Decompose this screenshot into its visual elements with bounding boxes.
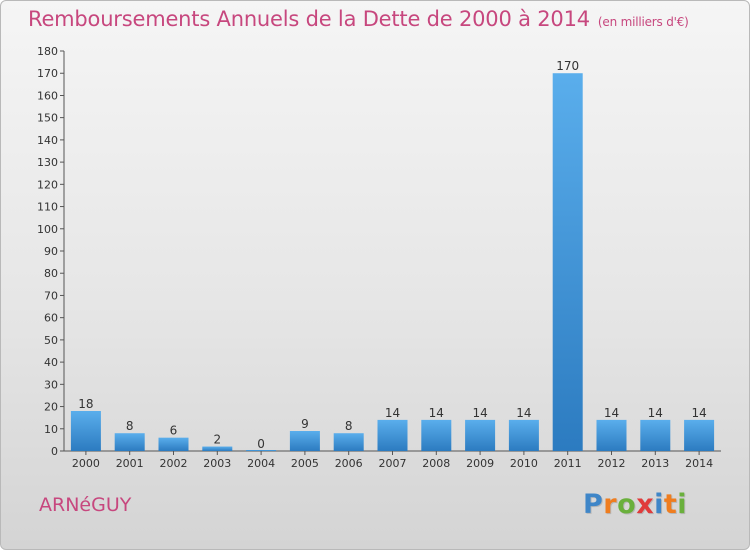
x-tick-label: 2012: [598, 457, 626, 470]
data-label: 0: [257, 437, 265, 451]
y-tick-label: 10: [44, 423, 58, 436]
x-tick-label: 2002: [160, 457, 188, 470]
bar: [114, 433, 145, 451]
data-label: 8: [345, 419, 353, 433]
logo-letter: i: [654, 489, 664, 520]
bar: [202, 446, 233, 451]
logo-letter: t: [663, 489, 678, 520]
chart-title-text: Remboursements Annuels de la Dette de 20…: [28, 7, 590, 31]
x-tick-label: 2000: [72, 457, 100, 470]
bar: [508, 419, 539, 451]
x-tick-label: 2003: [203, 457, 231, 470]
data-label: 2: [213, 433, 221, 447]
y-tick-label: 160: [37, 89, 58, 102]
bar: [70, 411, 101, 451]
x-tick-label: 2005: [291, 457, 319, 470]
data-label: 14: [604, 406, 619, 420]
x-tick-label: 2004: [247, 457, 275, 470]
data-label: 170: [556, 59, 579, 73]
y-tick-label: 150: [37, 112, 58, 125]
data-label: 14: [385, 406, 400, 420]
bar: [246, 450, 277, 451]
x-tick-label: 2001: [116, 457, 144, 470]
x-tick-label: 2006: [335, 457, 363, 470]
data-label: 14: [516, 406, 531, 420]
chart-subtitle: (en milliers d'€): [597, 15, 689, 29]
data-label: 6: [170, 424, 178, 438]
x-tick-label: 2007: [379, 457, 407, 470]
y-tick-label: 180: [37, 45, 58, 58]
chart-title: Remboursements Annuels de la Dette de 20…: [28, 7, 689, 31]
bar: [640, 419, 671, 451]
bar: [596, 419, 627, 451]
data-label: 8: [126, 419, 134, 433]
commune-name: ARNéGUY: [39, 494, 132, 516]
y-tick-label: 140: [37, 134, 58, 147]
bar: [552, 73, 583, 451]
bar: [289, 431, 320, 451]
logo-letter: x: [636, 489, 655, 520]
data-label: 14: [691, 406, 706, 420]
x-tick-label: 2009: [466, 457, 494, 470]
bar: [377, 419, 408, 451]
x-tick-label: 2014: [685, 457, 713, 470]
y-tick-label: 80: [44, 267, 58, 280]
logo-letter: P: [583, 489, 604, 520]
bar: [333, 433, 364, 451]
y-tick-label: 110: [37, 201, 58, 214]
bar: [465, 419, 496, 451]
y-tick-label: 30: [44, 378, 58, 391]
logo-letter: r: [603, 489, 618, 520]
y-tick-label: 70: [44, 289, 58, 302]
bar: [684, 419, 715, 451]
y-tick-label: 60: [44, 312, 58, 325]
y-tick-label: 170: [37, 67, 58, 80]
x-tick-label: 2011: [554, 457, 582, 470]
logo-letter: i: [677, 489, 688, 520]
x-tick-label: 2010: [510, 457, 538, 470]
logo-letter: o: [617, 489, 637, 520]
data-label: 14: [472, 406, 487, 420]
bar: [158, 437, 189, 451]
proxiti-logo: Proxiti: [583, 489, 687, 520]
y-tick-label: 90: [44, 245, 58, 258]
y-tick-label: 20: [44, 401, 58, 414]
data-label: 14: [648, 406, 663, 420]
x-tick-label: 2008: [422, 457, 450, 470]
y-tick-label: 120: [37, 178, 58, 191]
y-tick-label: 130: [37, 156, 58, 169]
y-tick-label: 50: [44, 334, 58, 347]
bar: [421, 419, 452, 451]
y-tick-label: 0: [51, 445, 58, 458]
x-tick-label: 2013: [641, 457, 669, 470]
y-tick-label: 100: [37, 223, 58, 236]
y-tick-label: 40: [44, 356, 58, 369]
data-label: 18: [78, 397, 93, 411]
data-label: 9: [301, 417, 309, 431]
data-label: 14: [429, 406, 444, 420]
